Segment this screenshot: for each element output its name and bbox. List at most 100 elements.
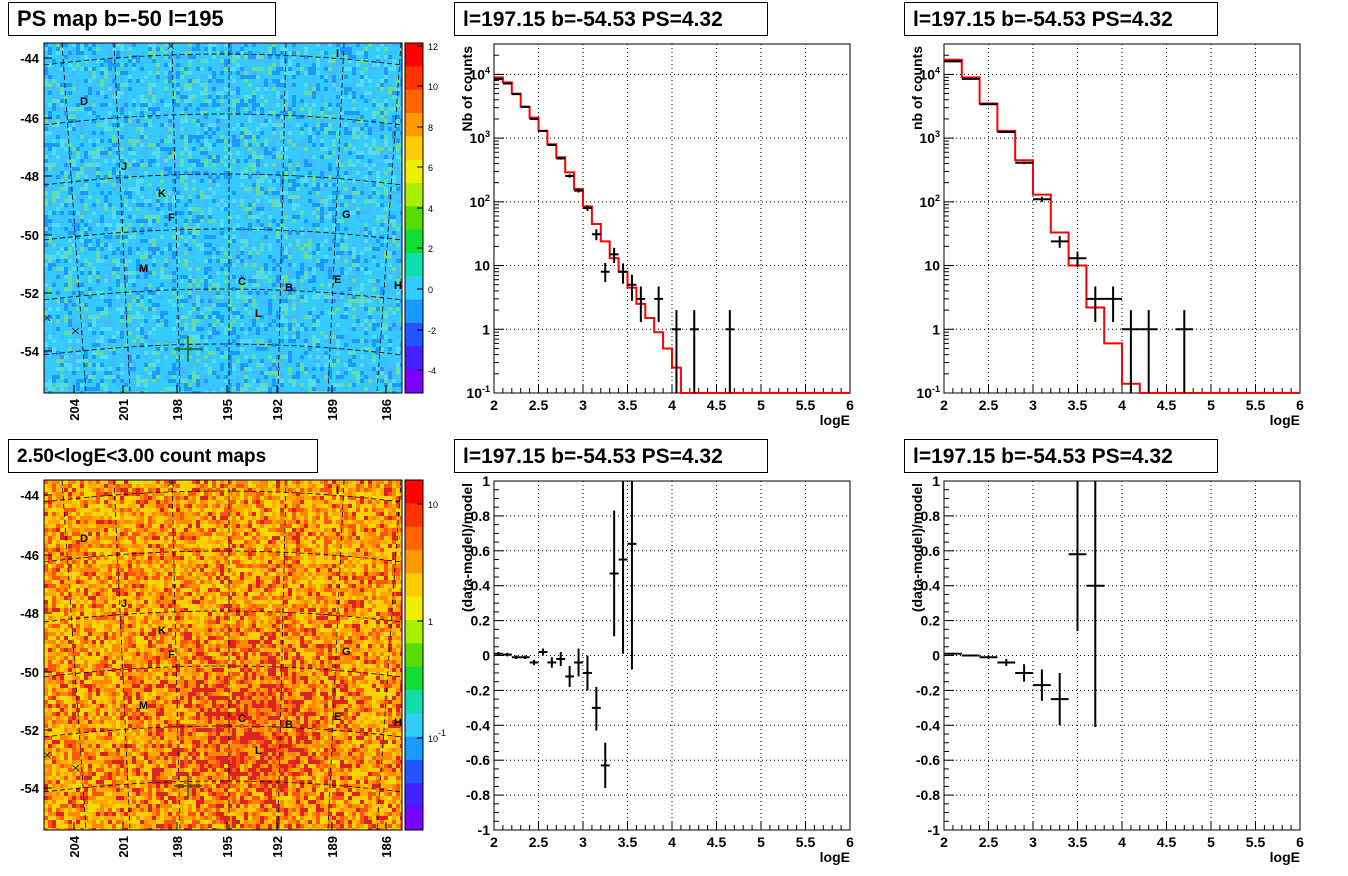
data-point (494, 77, 503, 80)
data-point (547, 143, 557, 147)
color-bar-segment (405, 369, 423, 394)
data-point (1033, 669, 1051, 701)
data-point (979, 103, 998, 106)
map-y-tick-label: -46 (20, 111, 39, 126)
x-tick-label: 2.5 (979, 397, 999, 413)
source-label-j: J (121, 161, 127, 173)
graticule-lon (113, 42, 131, 394)
x-tick-label: 2.5 (979, 834, 999, 850)
map-x-tick-label: 204 (67, 835, 82, 857)
data-point (502, 652, 512, 657)
map-y-tick-label: -50 (20, 228, 39, 243)
source-label-j: J (121, 598, 127, 610)
y-tick-label: -1 (478, 822, 491, 838)
data-point (565, 174, 575, 178)
cross-marker (167, 479, 175, 487)
map-x-tick-label: 204 (67, 398, 82, 420)
y-tick-label: 104 (469, 65, 490, 82)
data-point (1068, 251, 1087, 268)
color-bar-tick-label: 2 (428, 244, 433, 254)
data-point (609, 510, 619, 637)
graticule-lat (43, 550, 403, 563)
color-bar (405, 480, 423, 831)
data-point (583, 655, 592, 691)
map-pixels (44, 43, 404, 395)
x-tick-label: 3 (1029, 834, 1037, 850)
color-bar-segment (405, 620, 423, 644)
y-tick-label: 104 (919, 65, 940, 82)
data-point (979, 655, 998, 659)
color-bar-segment (405, 783, 423, 808)
y-tick-label: 1 (482, 473, 490, 489)
graticule-lat (43, 610, 403, 623)
map-y-tick-label: -52 (20, 723, 39, 738)
x-tick-label: 5 (757, 834, 765, 850)
map-x-tick-label: 189 (325, 836, 340, 858)
x-tick-label: 4 (1118, 397, 1126, 413)
source-label-c: C (238, 276, 246, 288)
color-bar-segment (405, 206, 423, 231)
data-point (556, 157, 566, 160)
color-bar-tick-label: 1 (428, 617, 433, 627)
y-tick-label: -0.4 (916, 717, 940, 733)
x-tick-label: 6 (846, 834, 854, 850)
data-point (529, 117, 539, 120)
color-bar-segment (405, 159, 423, 184)
map-y-tick-label: -48 (20, 606, 39, 621)
y-tick-label: 1 (932, 321, 940, 337)
data-point (961, 77, 980, 80)
y-tick-label: 0.8 (471, 508, 491, 524)
data-point (547, 657, 557, 668)
color-bar-segment (405, 276, 423, 301)
map-x-tick-label: 195 (220, 399, 235, 421)
data-point (574, 188, 583, 193)
y-axis-label: nb of counts (909, 46, 925, 130)
data-point (591, 229, 601, 241)
color-bar-segment (405, 690, 423, 714)
y-tick-label: 103 (469, 129, 490, 146)
y-tick-label: 102 (919, 193, 940, 210)
graticule-lon (327, 479, 345, 831)
map-y-tick-label: -54 (20, 781, 40, 796)
x-tick-label: 4.5 (707, 397, 727, 413)
source-label-g: G (342, 209, 351, 221)
data-point (565, 665, 575, 687)
x-tick-label: 5.5 (796, 834, 816, 850)
spectrum-right-title: l=197.15 b=-54.53 PS=4.32 (904, 2, 1218, 36)
data-point (609, 247, 619, 263)
map-x-tick-label: 186 (379, 399, 394, 421)
x-tick-label: 2 (490, 834, 498, 850)
target-cross-marker (174, 336, 202, 362)
x-axis-label: logE (820, 849, 850, 865)
data-point (654, 286, 664, 323)
y-tick-label: -0.6 (466, 752, 490, 768)
ps-map-title: PS map b=-50 l=195 (8, 2, 276, 36)
data-point (574, 648, 583, 677)
color-bar-segment (405, 346, 423, 371)
y-tick-label: 0.4 (471, 578, 491, 594)
data-point (944, 60, 962, 63)
graticule-lat (43, 665, 403, 678)
x-tick-label: 3 (1029, 397, 1037, 413)
map-y-tick-label: -44 (20, 51, 40, 66)
source-label-i: I (336, 485, 339, 497)
graticule-lon (277, 42, 287, 394)
x-tick-label: 4.5 (707, 834, 727, 850)
graticule-lat (43, 725, 403, 738)
count-map-title: 2.50<logE<3.00 count maps (8, 439, 318, 473)
x-axis-label: logE (1270, 412, 1300, 428)
color-bar-segment (405, 736, 423, 761)
map-y-tick-label: -52 (20, 286, 39, 301)
graticule-lat (43, 173, 403, 186)
data-point (511, 655, 521, 659)
x-tick-label: 5.5 (1246, 834, 1266, 850)
color-bar-tick-label: -4 (428, 366, 436, 376)
source-label-l: L (255, 745, 262, 757)
color-bar-segment (405, 643, 423, 668)
data-point (520, 105, 530, 108)
graticule-lon (327, 42, 345, 394)
y-tick-label: 0.2 (471, 613, 491, 629)
